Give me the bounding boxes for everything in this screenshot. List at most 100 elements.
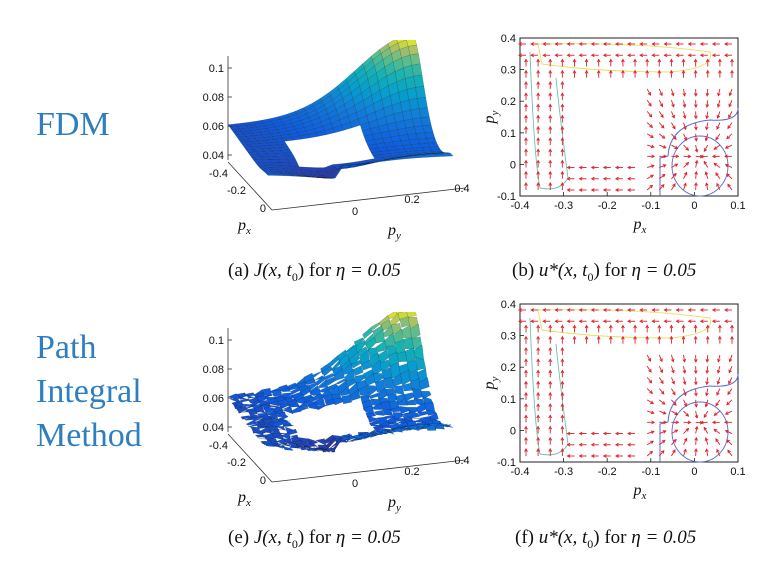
x-tick-label: -0.2 xyxy=(598,200,617,212)
caption-tag: (e) xyxy=(228,527,249,548)
caption-e: (e) J(x, t0) for η = 0.05 xyxy=(228,527,401,552)
surface-patch xyxy=(333,398,343,405)
x-tick-label: 0.1 xyxy=(730,466,745,478)
caption-eta: η = 0.05 xyxy=(336,260,401,281)
surface-patch xyxy=(285,156,295,159)
surface-patch xyxy=(416,357,426,370)
y-tick-label: 0.2 xyxy=(501,96,516,108)
caption-func: u*(x, t xyxy=(539,527,588,548)
y-tick-label: -0.1 xyxy=(497,457,516,469)
row-label-line: Method xyxy=(36,414,142,458)
y-tick-label: 0.3 xyxy=(501,331,516,343)
py-tick-label: 0.4 xyxy=(454,455,469,467)
surface-patch xyxy=(443,154,453,157)
surface-patch xyxy=(428,143,438,147)
surface-patch xyxy=(408,45,418,55)
y-tick-label: 0.2 xyxy=(501,362,516,374)
caption-b: (b) u*(x, t0) for η = 0.05 xyxy=(512,260,696,285)
caption-tag: (b) xyxy=(512,260,534,281)
px-axis-label: px xyxy=(237,489,251,509)
z-tick-label: 0.06 xyxy=(203,393,224,405)
caption-tail: ) for xyxy=(593,527,626,548)
z-tick-label: 0.1 xyxy=(209,335,224,347)
y-tick-label: 0 xyxy=(510,159,516,171)
py-axis-line xyxy=(272,188,465,210)
x-tick-label: 0 xyxy=(691,200,697,212)
surface-patch xyxy=(426,138,436,143)
px-tick-label: 0 xyxy=(260,475,266,487)
py-axis-label: py xyxy=(387,494,401,514)
y-tick-label: 0.4 xyxy=(501,299,516,311)
row-label-fdm: FDM xyxy=(36,103,110,147)
z-tick-label: 0.1 xyxy=(209,63,224,75)
surface-patch xyxy=(342,435,352,436)
surface-patch xyxy=(417,97,427,108)
caption-tag: (a) xyxy=(228,260,249,281)
x-tick-label: 0 xyxy=(691,466,697,478)
caption-func: u*(x, t xyxy=(539,260,588,281)
px-axis-label: px xyxy=(237,217,251,237)
py-axis-label: py xyxy=(387,222,401,242)
surface-plot-e: 0.1 0.08 0.06 0.04 -0.4 -0.2 0 0 0.2 0.4 px py xyxy=(180,312,480,532)
x-tick-label: 0.1 xyxy=(730,200,745,212)
x-tick-label: -0.3 xyxy=(554,200,573,212)
z-tick-label: 0.06 xyxy=(203,121,224,133)
x-tick-label: -0.1 xyxy=(641,200,660,212)
row-label-path-integral: Path Integral Method xyxy=(36,326,142,458)
caption-eta: η = 0.05 xyxy=(336,527,401,548)
x-axis-label: px xyxy=(632,216,646,236)
caption-eta: η = 0.05 xyxy=(631,260,696,281)
y-tick-label: 0.1 xyxy=(501,394,516,406)
caption-func: J(x, t xyxy=(254,260,292,281)
quiver-plot-b: -0.4 -0.3 -0.2 -0.1 0 0.10.40.30.20.10-0.1pxp… xyxy=(478,30,748,240)
px-tick-label: -0.4 xyxy=(209,168,228,180)
quiver-plot-f: -0.4 -0.3 -0.2 -0.1 0 0.10.40.30.20.10-0.1pxp… xyxy=(478,296,748,506)
surface-patch xyxy=(425,402,435,411)
row-label-line: Path xyxy=(36,326,142,370)
surface-patch xyxy=(245,393,255,397)
y-axis-label-group: py xyxy=(481,110,501,124)
px-tick-label: -0.2 xyxy=(227,185,246,197)
y-axis-label: py xyxy=(481,110,501,124)
y-tick-label: -0.1 xyxy=(497,191,516,203)
py-tick-label: 0.2 xyxy=(404,466,419,478)
y-axis-label: py xyxy=(481,376,501,390)
surface-patch xyxy=(418,411,428,416)
x-tick-label: -0.1 xyxy=(641,466,660,478)
px-tick-label: -0.2 xyxy=(227,457,246,469)
z-tick-label: 0.04 xyxy=(203,150,224,162)
row-label-line: Integral xyxy=(36,370,142,414)
caption-func: J(x, t xyxy=(254,527,292,548)
row-label-line: FDM xyxy=(36,103,110,147)
py-tick-label: 0.2 xyxy=(404,194,419,206)
surface-patch xyxy=(421,117,431,126)
caption-a: (a) J(x, t0) for η = 0.05 xyxy=(228,260,401,285)
caption-f: (f) u*(x, t0) for η = 0.05 xyxy=(515,527,696,552)
surface-patch xyxy=(283,153,293,156)
px-tick-label: -0.4 xyxy=(209,440,228,452)
surface-patch xyxy=(384,377,394,388)
y-tick-label: 0.1 xyxy=(501,128,516,140)
y-axis-label-group: py xyxy=(481,376,501,390)
surface-patch xyxy=(316,439,326,446)
y-tick-label: 0 xyxy=(510,425,516,437)
py-tick-label: 0.4 xyxy=(454,183,469,195)
z-tick-label: 0.04 xyxy=(203,422,224,434)
surface-patch xyxy=(410,54,420,66)
py-tick-label: 0 xyxy=(352,478,358,490)
px-tick-label: 0 xyxy=(260,203,266,215)
caption-eta: η = 0.05 xyxy=(631,527,696,548)
x-tick-label: -0.3 xyxy=(554,466,573,478)
z-tick-label: 0.08 xyxy=(203,364,224,376)
surface-patch xyxy=(414,75,424,87)
surface-patch xyxy=(374,410,384,415)
surface-plot-a: 0.1 0.08 0.06 0.04 -0.4 -0.2 0 0 0.2 0.4 px py xyxy=(180,40,480,260)
surface-patch xyxy=(416,86,426,98)
surface-patch xyxy=(423,125,433,133)
x-axis-label: px xyxy=(632,482,646,502)
surface-patch xyxy=(283,425,293,427)
surface-patch xyxy=(287,159,297,163)
py-tick-label: 0 xyxy=(352,206,358,218)
z-tick-label: 0.08 xyxy=(203,92,224,104)
caption-tail: ) for xyxy=(298,527,331,548)
